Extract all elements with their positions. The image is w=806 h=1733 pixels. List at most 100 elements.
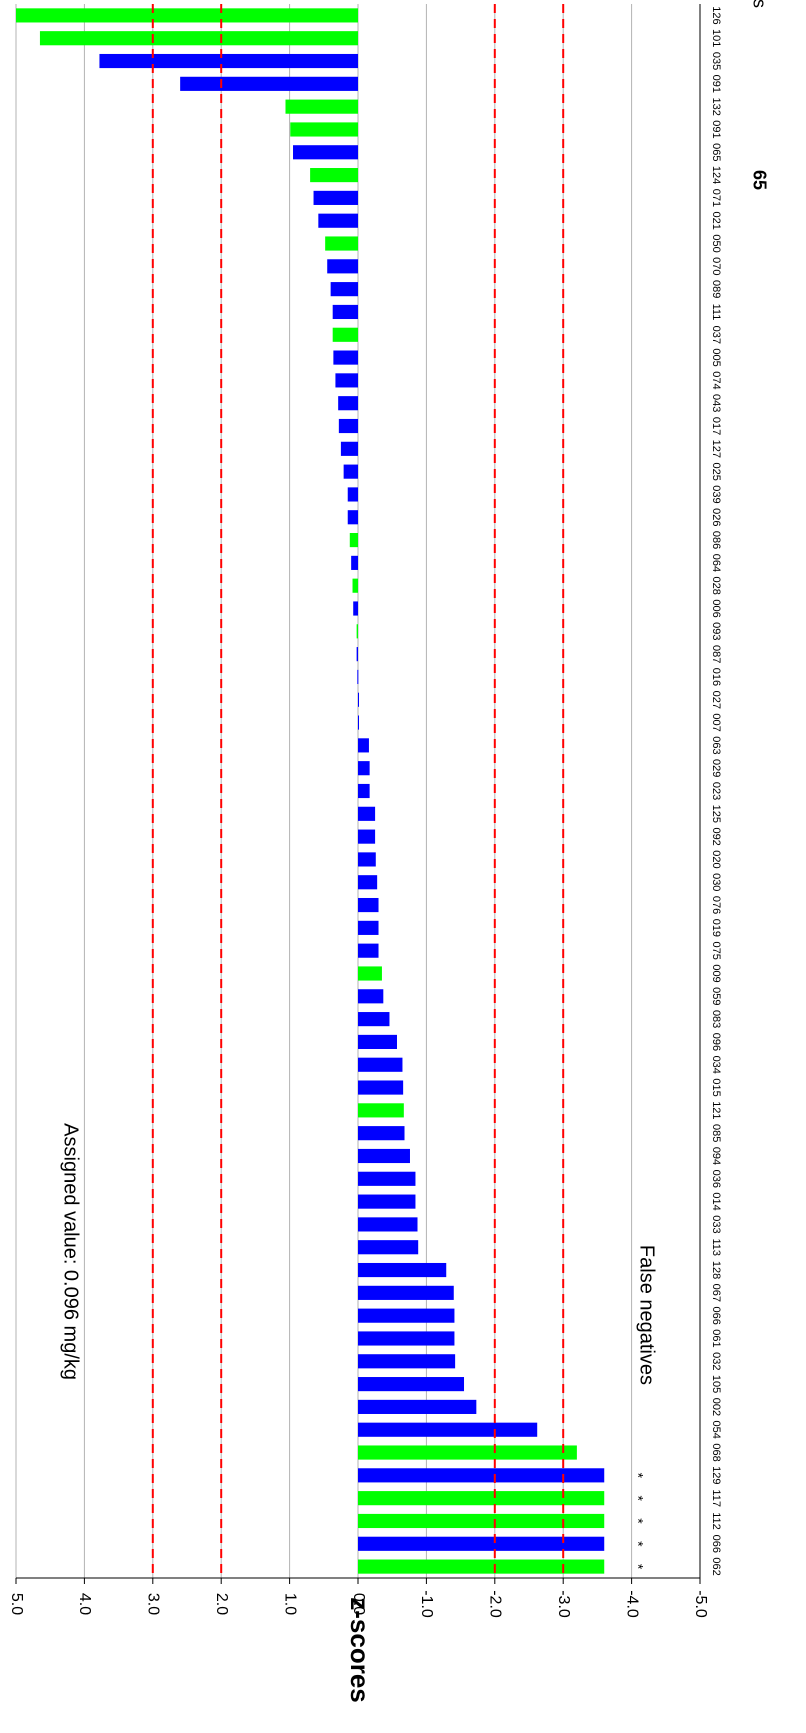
bar-112 bbox=[358, 1513, 605, 1529]
number-of-values-label: Number of values bbox=[749, 0, 769, 8]
tick-label: -1.0 bbox=[418, 1590, 435, 1618]
category-label: 125 bbox=[710, 805, 722, 823]
category-label: 094 bbox=[710, 1147, 722, 1165]
bar-007 bbox=[358, 715, 359, 730]
bar-093 bbox=[356, 624, 358, 639]
category-label: 030 bbox=[710, 873, 722, 891]
category-label: 021 bbox=[710, 212, 722, 230]
bar-068 bbox=[358, 1445, 577, 1460]
category-label: 027 bbox=[710, 691, 722, 709]
bar-009 bbox=[358, 966, 382, 981]
category-label: 128 bbox=[710, 1261, 722, 1279]
asterisk-mark: * bbox=[630, 1518, 646, 1524]
bar-129 bbox=[358, 1468, 605, 1483]
category-label: 054 bbox=[710, 1421, 722, 1439]
bar-017 bbox=[338, 418, 358, 434]
bar-087 bbox=[356, 647, 358, 662]
bar-002 bbox=[358, 1399, 477, 1414]
bar-062 bbox=[358, 1559, 605, 1574]
tick-label: 5.0 bbox=[8, 1593, 25, 1615]
bar-076 bbox=[358, 897, 379, 913]
value-axis-title: z-scores bbox=[345, 1597, 375, 1703]
category-label: 019 bbox=[710, 919, 722, 937]
bar-125 bbox=[358, 806, 376, 821]
category-label: 017 bbox=[710, 417, 722, 435]
category-label: 111 bbox=[710, 304, 722, 321]
category-label: 050 bbox=[710, 234, 722, 252]
bar-061 bbox=[358, 1331, 455, 1346]
category-label: 093 bbox=[710, 622, 722, 640]
category-label: 020 bbox=[710, 850, 722, 868]
category-label: 129 bbox=[710, 1466, 722, 1484]
bar-050 bbox=[325, 236, 358, 251]
category-label: 076 bbox=[710, 896, 722, 914]
category-label: 037 bbox=[710, 326, 722, 344]
category-label: 083 bbox=[710, 1010, 722, 1028]
bar-026 bbox=[347, 510, 358, 525]
bar-037 bbox=[332, 327, 358, 342]
category-label: 009 bbox=[710, 964, 722, 982]
bar-025 bbox=[343, 464, 358, 479]
category-label: 071 bbox=[710, 189, 722, 207]
category-label: 117 bbox=[710, 1489, 722, 1507]
tick-label: 3.0 bbox=[145, 1593, 162, 1615]
bar-066 bbox=[358, 1536, 605, 1551]
bar-036 bbox=[358, 1171, 416, 1186]
bar-071 bbox=[313, 190, 358, 205]
category-label: 065 bbox=[710, 143, 722, 161]
bar-065 bbox=[293, 145, 358, 160]
bar-066 bbox=[358, 1308, 455, 1323]
bar-035 bbox=[99, 53, 358, 69]
bar-015 bbox=[358, 1080, 404, 1095]
category-label: 067 bbox=[710, 1284, 722, 1302]
bar-096 bbox=[358, 1034, 397, 1049]
category-label: 062 bbox=[710, 1557, 722, 1575]
category-label: 034 bbox=[710, 1056, 722, 1074]
bar-014 bbox=[358, 1194, 416, 1209]
bar-101 bbox=[39, 31, 358, 46]
tick-label: 0.0 bbox=[350, 1593, 367, 1615]
category-label: 126 bbox=[710, 6, 722, 24]
false-negatives-note: False negatives bbox=[636, 1245, 658, 1385]
bar-006 bbox=[353, 601, 358, 616]
category-label: 026 bbox=[710, 508, 722, 526]
bar-089 bbox=[330, 282, 358, 297]
bar-132 bbox=[285, 99, 358, 114]
asterisk-mark: * bbox=[630, 1495, 646, 1501]
category-label: 006 bbox=[710, 599, 722, 617]
number-of-values-count: 65 bbox=[749, 170, 769, 190]
bar-113 bbox=[358, 1240, 419, 1255]
category-label: 016 bbox=[710, 668, 722, 686]
category-label: 074 bbox=[710, 371, 722, 389]
bar-117 bbox=[358, 1491, 605, 1506]
category-label: 087 bbox=[710, 645, 722, 663]
bar-016 bbox=[357, 669, 359, 685]
bar-005 bbox=[333, 350, 358, 365]
category-label: 061 bbox=[710, 1329, 722, 1347]
bar-127 bbox=[340, 441, 358, 456]
bar-121 bbox=[358, 1103, 404, 1118]
category-label: 039 bbox=[710, 485, 722, 503]
asterisk-mark: * bbox=[630, 1564, 646, 1570]
category-label: 113 bbox=[710, 1238, 722, 1256]
category-label: 023 bbox=[710, 782, 722, 800]
category-label: 015 bbox=[710, 1078, 722, 1096]
bar-124 bbox=[310, 168, 358, 183]
tick-label: -4.0 bbox=[623, 1590, 640, 1618]
bar-091 bbox=[180, 76, 358, 91]
category-label: 091 bbox=[710, 120, 722, 138]
bar-032 bbox=[358, 1354, 456, 1369]
category-label: 066 bbox=[710, 1535, 722, 1553]
category-label: 105 bbox=[710, 1375, 722, 1393]
assigned-value-note: Assigned value: 0.096 mg/kg bbox=[60, 1123, 82, 1380]
bar-085 bbox=[358, 1126, 405, 1141]
category-label: 005 bbox=[710, 348, 722, 366]
category-label: 029 bbox=[710, 759, 722, 777]
labels: 062 * 066 * 112 * 117 * 129 * 068 054 002 105 032 061 06… bbox=[8, 0, 769, 1703]
bars bbox=[16, 8, 605, 1574]
category-label: 007 bbox=[710, 713, 722, 731]
asterisk-mark: * bbox=[630, 1541, 646, 1547]
bar-074 bbox=[335, 373, 358, 388]
